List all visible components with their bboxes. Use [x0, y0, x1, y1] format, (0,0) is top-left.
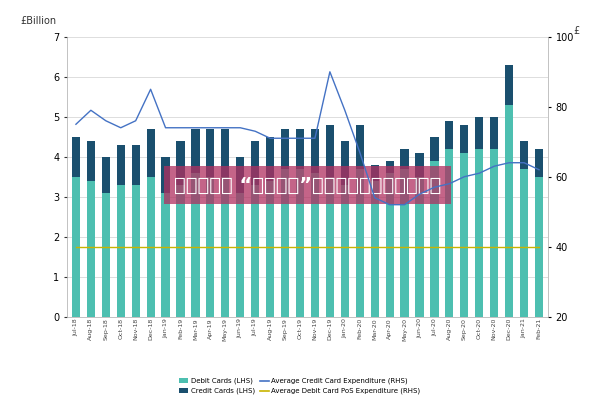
- Bar: [191, 129, 200, 173]
- Bar: [72, 137, 80, 177]
- Bar: [161, 193, 170, 317]
- Bar: [490, 149, 499, 317]
- Bar: [386, 161, 394, 173]
- Bar: [326, 177, 334, 317]
- Bar: [281, 169, 289, 317]
- Bar: [460, 153, 469, 317]
- Bar: [386, 173, 394, 317]
- Bar: [311, 173, 319, 317]
- Bar: [535, 149, 543, 177]
- Bar: [87, 141, 95, 181]
- Bar: [356, 125, 364, 169]
- Bar: [460, 125, 469, 153]
- Bar: [161, 157, 170, 193]
- Bar: [415, 177, 424, 317]
- Bar: [371, 181, 379, 317]
- Text: 正规证券网 “智改数转”助力天味食品现代化转型: 正规证券网 “智改数转”助力天味食品现代化转型: [174, 176, 441, 195]
- Bar: [415, 153, 424, 177]
- Bar: [176, 141, 185, 185]
- Bar: [371, 165, 379, 181]
- Bar: [251, 141, 259, 185]
- Bar: [475, 117, 484, 149]
- Bar: [131, 185, 140, 317]
- Bar: [445, 149, 454, 317]
- Bar: [296, 169, 304, 317]
- Bar: [72, 177, 80, 317]
- Bar: [535, 177, 543, 317]
- Bar: [146, 177, 155, 317]
- Bar: [221, 177, 229, 317]
- Bar: [341, 141, 349, 185]
- Bar: [505, 105, 513, 317]
- Y-axis label: £Billion: £Billion: [20, 16, 56, 26]
- Bar: [116, 145, 125, 185]
- Bar: [475, 149, 484, 317]
- Y-axis label: £: £: [574, 26, 580, 36]
- Bar: [400, 169, 409, 317]
- Bar: [341, 185, 349, 317]
- Bar: [445, 121, 454, 149]
- Bar: [266, 137, 274, 181]
- Bar: [191, 173, 200, 317]
- Bar: [266, 181, 274, 317]
- Bar: [505, 65, 513, 105]
- Bar: [490, 117, 499, 149]
- Bar: [520, 169, 528, 317]
- Bar: [356, 169, 364, 317]
- Bar: [176, 185, 185, 317]
- Bar: [221, 129, 229, 177]
- Bar: [430, 161, 439, 317]
- Bar: [311, 129, 319, 173]
- Bar: [251, 185, 259, 317]
- Bar: [281, 129, 289, 169]
- Bar: [236, 157, 244, 193]
- Bar: [296, 129, 304, 169]
- Bar: [430, 137, 439, 161]
- Bar: [87, 181, 95, 317]
- Bar: [116, 185, 125, 317]
- Legend: Debit Cards (LHS), Credit Cards (LHS), Average Credit Card Expenditure (RHS), Av: Debit Cards (LHS), Credit Cards (LHS), A…: [178, 376, 422, 396]
- Bar: [206, 177, 214, 317]
- Bar: [400, 149, 409, 169]
- Bar: [326, 125, 334, 177]
- Bar: [131, 145, 140, 185]
- Bar: [146, 129, 155, 177]
- Bar: [101, 157, 110, 193]
- Bar: [206, 129, 214, 177]
- Bar: [101, 193, 110, 317]
- Bar: [520, 141, 528, 169]
- Bar: [236, 193, 244, 317]
